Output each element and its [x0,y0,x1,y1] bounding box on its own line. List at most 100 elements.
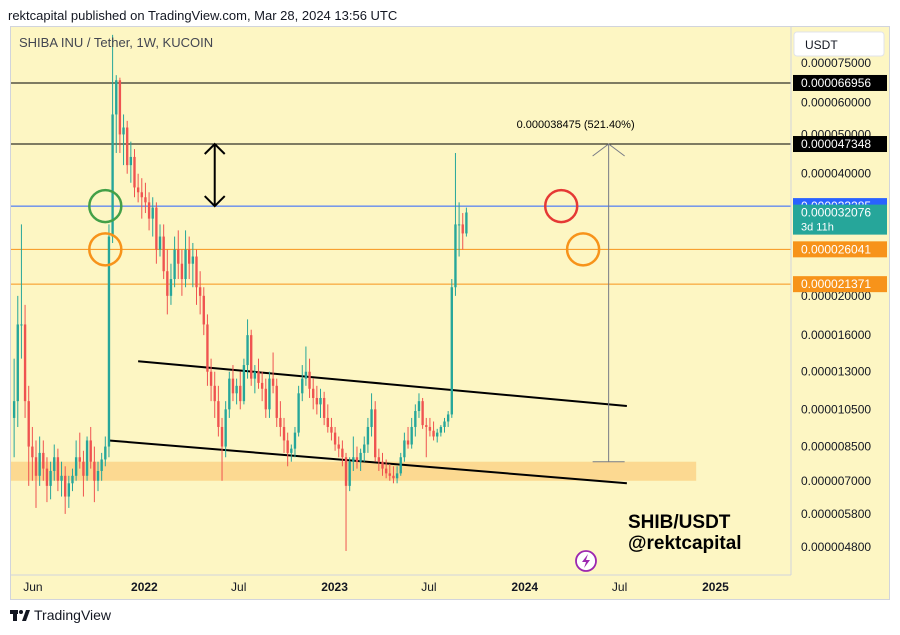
candle-body[interactable] [366,426,370,445]
candle-body[interactable] [42,452,45,469]
candle-body[interactable] [450,287,453,415]
candle-body[interactable] [49,470,52,486]
candle-body[interactable] [231,378,235,394]
candle-body[interactable] [107,236,111,447]
candle-body[interactable] [115,80,118,115]
candle-body[interactable] [370,409,373,427]
currency-button[interactable]: USDT [793,31,885,57]
candle-body[interactable] [374,409,377,458]
candle-body[interactable] [38,452,41,476]
candle-body[interactable] [312,388,315,398]
candle-body[interactable] [297,393,300,433]
candle-body[interactable] [250,335,253,379]
candle-body[interactable] [136,187,140,193]
candle-body[interactable] [282,426,286,441]
candle-body[interactable] [425,425,428,427]
candle-body[interactable] [446,414,450,422]
candle-body[interactable] [155,207,158,250]
candle-body[interactable] [151,207,154,219]
candle-body[interactable] [173,249,176,280]
candle-body[interactable] [268,378,271,410]
candle-body[interactable] [377,457,381,462]
candle-body[interactable] [293,432,297,449]
candle-body[interactable] [228,378,231,410]
candle-body[interactable] [417,401,421,412]
candle-body[interactable] [341,448,344,458]
candle-body[interactable] [443,421,446,427]
candle-body[interactable] [275,385,278,418]
candle-body[interactable] [421,401,424,426]
candle-body[interactable] [384,468,388,474]
candle-body[interactable] [104,446,107,460]
candle-body[interactable] [23,324,27,402]
candle-body[interactable] [118,80,122,135]
candle-body[interactable] [406,440,410,445]
price-label-badge[interactable] [793,74,887,91]
candle-body[interactable] [12,401,16,418]
candle-body[interactable] [180,263,184,280]
price-chart[interactable]: 0.000038475 (521.40%) Jun 2022 Jul 2023 Jul 2… [11,27,889,599]
candle-body[interactable] [20,324,23,326]
candle-body[interactable] [209,371,213,386]
candle-body[interactable] [355,457,359,462]
candle-body[interactable] [89,440,92,462]
candle-body[interactable] [96,470,100,481]
highlight-circle-orange[interactable] [88,232,123,267]
candle-body[interactable] [436,432,439,437]
candle-body[interactable] [457,224,461,226]
candle-body[interactable] [100,459,103,471]
candle-body[interactable] [220,426,224,447]
candle-body[interactable] [78,457,81,462]
candle-body[interactable] [290,448,293,453]
tradingview-logo-icon[interactable] [10,608,30,622]
candle-body[interactable] [140,192,143,198]
price-label-badge[interactable] [793,204,887,235]
candle-body[interactable] [279,417,282,427]
candle-body[interactable] [330,426,333,433]
candle-body[interactable] [319,397,322,405]
price-label-badge[interactable] [793,241,887,258]
candle-body[interactable] [461,224,464,234]
candle-body[interactable] [315,397,319,405]
candle-body[interactable] [16,324,19,402]
candle-body[interactable] [286,440,289,453]
candle-body[interactable] [27,401,30,447]
candle-body[interactable] [235,385,238,394]
candle-body[interactable] [253,371,257,379]
candle-body[interactable] [308,371,311,389]
candle-body[interactable] [428,426,432,431]
candle-body[interactable] [344,457,348,486]
candle-body[interactable] [202,295,205,325]
candle-body[interactable] [395,473,399,479]
candle-body[interactable] [195,256,198,288]
candle-body[interactable] [326,417,329,427]
candle-body[interactable] [144,197,147,203]
candle-body[interactable] [45,468,49,486]
candle-body[interactable] [34,457,38,476]
candle-body[interactable] [454,224,457,288]
candle-body[interactable] [403,440,406,458]
candle-body[interactable] [217,401,220,427]
candle-body[interactable] [264,388,267,410]
candle-body[interactable] [60,475,63,481]
lightning-icon[interactable] [575,550,597,572]
candle-body[interactable] [111,114,114,237]
candle-body[interactable] [184,249,187,280]
candle-body[interactable] [224,409,227,447]
highlight-circle-green[interactable] [88,188,123,224]
candle-body[interactable] [363,444,366,453]
candle-body[interactable] [432,430,435,437]
candle-body[interactable] [414,411,417,427]
highlight-circle-red[interactable] [543,188,579,224]
candle-body[interactable] [133,156,136,188]
candle-body[interactable] [74,457,78,476]
candle-body[interactable] [257,371,260,383]
candle-body[interactable] [439,426,443,433]
candle-body[interactable] [392,475,395,479]
candle-body[interactable] [158,236,162,250]
price-label-badge[interactable] [793,136,887,153]
candle-body[interactable] [271,378,275,386]
candle-body[interactable] [399,457,402,474]
candle-body[interactable] [166,271,169,296]
candle-body[interactable] [410,426,413,445]
